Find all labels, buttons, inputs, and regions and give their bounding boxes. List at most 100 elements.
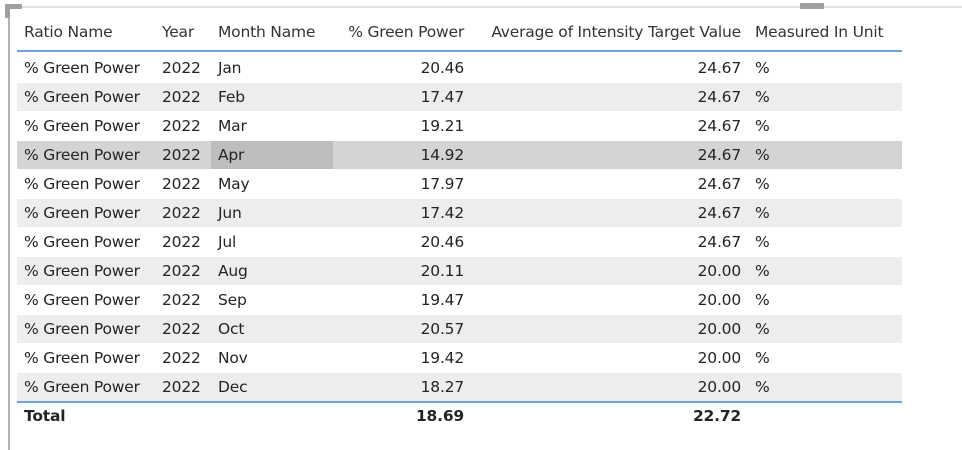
table-row[interactable]: % Green Power 2022 Sep 19.47 20.00% bbox=[17, 285, 902, 315]
cell-measured-in-unit[interactable]: % bbox=[748, 111, 902, 141]
table-row[interactable]: % Green Power 2022 Aug 20.11 20.00% bbox=[17, 256, 902, 286]
cell-month-name[interactable]: Jun bbox=[211, 198, 333, 228]
cell-average-intensity-target[interactable]: 24.67 bbox=[471, 111, 748, 141]
cell-measured-in-unit[interactable]: % bbox=[748, 140, 902, 170]
data-table: Ratio Name Year Month Name % Green Power… bbox=[17, 14, 902, 429]
cell-ratio-name[interactable]: % Green Power bbox=[17, 169, 155, 199]
cell-green-power[interactable]: 17.97 bbox=[333, 169, 471, 199]
cell-measured-in-unit[interactable]: % bbox=[748, 372, 902, 403]
cell-average-intensity-target[interactable]: 20.00 bbox=[471, 314, 748, 344]
cell-ratio-name[interactable]: % Green Power bbox=[17, 51, 155, 83]
visual-left-border bbox=[8, 6, 10, 450]
table-row[interactable]: % Green Power 2022 Dec 18.27 20.00% bbox=[17, 372, 902, 403]
cell-measured-in-unit[interactable]: % bbox=[748, 51, 902, 83]
cell-ratio-name[interactable]: % Green Power bbox=[17, 198, 155, 228]
column-header-measured-in-unit[interactable]: Measured In Unit bbox=[748, 14, 902, 52]
cell-month-name[interactable]: Mar bbox=[211, 111, 333, 141]
cell-year[interactable]: 2022 bbox=[155, 343, 211, 373]
cell-average-intensity-target[interactable]: 24.67 bbox=[471, 140, 748, 170]
cell-year[interactable]: 2022 bbox=[155, 169, 211, 199]
table-row[interactable]: % Green Power 2022 Mar 19.21 24.67% bbox=[17, 111, 902, 141]
table-row[interactable]: % Green Power 2022 Nov 19.42 20.00% bbox=[17, 343, 902, 373]
cell-average-intensity-target[interactable]: 20.00 bbox=[471, 343, 748, 373]
cell-green-power[interactable]: 19.21 bbox=[333, 111, 471, 141]
cell-month-name[interactable]: Oct bbox=[211, 314, 333, 344]
resize-corner-handle[interactable] bbox=[5, 4, 22, 9]
cell-average-intensity-target[interactable]: 24.67 bbox=[471, 227, 748, 257]
resize-top-handle[interactable] bbox=[800, 3, 824, 9]
cell-month-name[interactable]: Nov bbox=[211, 343, 333, 373]
cell-month-name[interactable]: May bbox=[211, 169, 333, 199]
cell-measured-in-unit[interactable]: % bbox=[748, 285, 902, 315]
cell-ratio-name[interactable]: % Green Power bbox=[17, 82, 155, 112]
cell-ratio-name[interactable]: % Green Power bbox=[17, 256, 155, 286]
cell-year[interactable]: 2022 bbox=[155, 372, 211, 403]
column-header-ratio-name[interactable]: Ratio Name bbox=[17, 14, 155, 52]
table-row[interactable]: % Green Power 2022 Apr 14.92 24.67% bbox=[17, 140, 902, 170]
cell-month-name[interactable]: Aug bbox=[211, 256, 333, 286]
table-row[interactable]: % Green Power 2022 Oct 20.57 20.00% bbox=[17, 314, 902, 344]
cell-year[interactable]: 2022 bbox=[155, 82, 211, 112]
table-row[interactable]: % Green Power 2022 Jan 20.46 24.67% bbox=[17, 51, 902, 83]
cell-year[interactable]: 2022 bbox=[155, 314, 211, 344]
cell-ratio-name[interactable]: % Green Power bbox=[17, 343, 155, 373]
cell-month-name[interactable]: Apr bbox=[211, 140, 333, 170]
cell-average-intensity-target[interactable]: 24.67 bbox=[471, 82, 748, 112]
cell-average-intensity-target[interactable]: 24.67 bbox=[471, 169, 748, 199]
cell-average-intensity-target[interactable]: 24.67 bbox=[471, 198, 748, 228]
table-row[interactable]: % Green Power 2022 May 17.97 24.67% bbox=[17, 169, 902, 199]
column-header-average-intensity-target[interactable]: Average of Intensity Target Value bbox=[471, 14, 748, 52]
cell-measured-in-unit[interactable]: % bbox=[748, 256, 902, 286]
table-row[interactable]: % Green Power 2022 Jun 17.42 24.67% bbox=[17, 198, 902, 228]
cell-ratio-name[interactable]: % Green Power bbox=[17, 372, 155, 403]
cell-green-power[interactable]: 19.47 bbox=[333, 285, 471, 315]
cell-green-power[interactable]: 18.27 bbox=[333, 372, 471, 403]
cell-average-intensity-target[interactable]: 24.67 bbox=[471, 51, 748, 83]
cell-year[interactable]: 2022 bbox=[155, 140, 211, 170]
cell-average-intensity-target[interactable]: 20.00 bbox=[471, 372, 748, 403]
cell-measured-in-unit[interactable]: % bbox=[748, 343, 902, 373]
total-year-cell bbox=[155, 401, 211, 429]
cell-ratio-name[interactable]: % Green Power bbox=[17, 140, 155, 170]
cell-average-intensity-target[interactable]: 20.00 bbox=[471, 256, 748, 286]
cell-measured-in-unit[interactable]: % bbox=[748, 169, 902, 199]
cell-month-name[interactable]: Jul bbox=[211, 227, 333, 257]
column-header-green-power[interactable]: % Green Power bbox=[333, 14, 471, 52]
cell-measured-in-unit[interactable]: % bbox=[748, 314, 902, 344]
cell-ratio-name[interactable]: % Green Power bbox=[17, 227, 155, 257]
cell-green-power[interactable]: 20.46 bbox=[333, 51, 471, 83]
cell-green-power[interactable]: 20.46 bbox=[333, 227, 471, 257]
cell-measured-in-unit[interactable]: % bbox=[748, 198, 902, 228]
cell-green-power[interactable]: 20.57 bbox=[333, 314, 471, 344]
resize-corner-handle-vertical[interactable] bbox=[5, 4, 10, 18]
total-month-cell bbox=[211, 401, 333, 429]
cell-average-intensity-target[interactable]: 20.00 bbox=[471, 285, 748, 315]
cell-year[interactable]: 2022 bbox=[155, 256, 211, 286]
cell-green-power[interactable]: 20.11 bbox=[333, 256, 471, 286]
table-row[interactable]: % Green Power 2022 Jul 20.46 24.67% bbox=[17, 227, 902, 257]
cell-measured-in-unit[interactable]: % bbox=[748, 82, 902, 112]
visual-top-border bbox=[8, 6, 962, 8]
cell-year[interactable]: 2022 bbox=[155, 51, 211, 83]
column-header-year[interactable]: Year bbox=[155, 14, 211, 52]
cell-green-power[interactable]: 17.47 bbox=[333, 82, 471, 112]
cell-month-name[interactable]: Feb bbox=[211, 82, 333, 112]
cell-ratio-name[interactable]: % Green Power bbox=[17, 285, 155, 315]
cell-month-name[interactable]: Dec bbox=[211, 372, 333, 403]
total-average-intensity-target: 22.72 bbox=[471, 401, 748, 429]
cell-green-power[interactable]: 17.42 bbox=[333, 198, 471, 228]
total-row: Total 18.69 22.72 bbox=[17, 401, 902, 429]
cell-year[interactable]: 2022 bbox=[155, 198, 211, 228]
cell-measured-in-unit[interactable]: % bbox=[748, 227, 902, 257]
cell-green-power[interactable]: 19.42 bbox=[333, 343, 471, 373]
cell-month-name[interactable]: Sep bbox=[211, 285, 333, 315]
table-row[interactable]: % Green Power 2022 Feb 17.47 24.67% bbox=[17, 82, 902, 112]
cell-month-name[interactable]: Jan bbox=[211, 51, 333, 83]
cell-ratio-name[interactable]: % Green Power bbox=[17, 111, 155, 141]
cell-year[interactable]: 2022 bbox=[155, 227, 211, 257]
cell-ratio-name[interactable]: % Green Power bbox=[17, 314, 155, 344]
column-header-month-name[interactable]: Month Name bbox=[211, 14, 333, 52]
cell-green-power[interactable]: 14.92 bbox=[333, 140, 471, 170]
cell-year[interactable]: 2022 bbox=[155, 111, 211, 141]
cell-year[interactable]: 2022 bbox=[155, 285, 211, 315]
